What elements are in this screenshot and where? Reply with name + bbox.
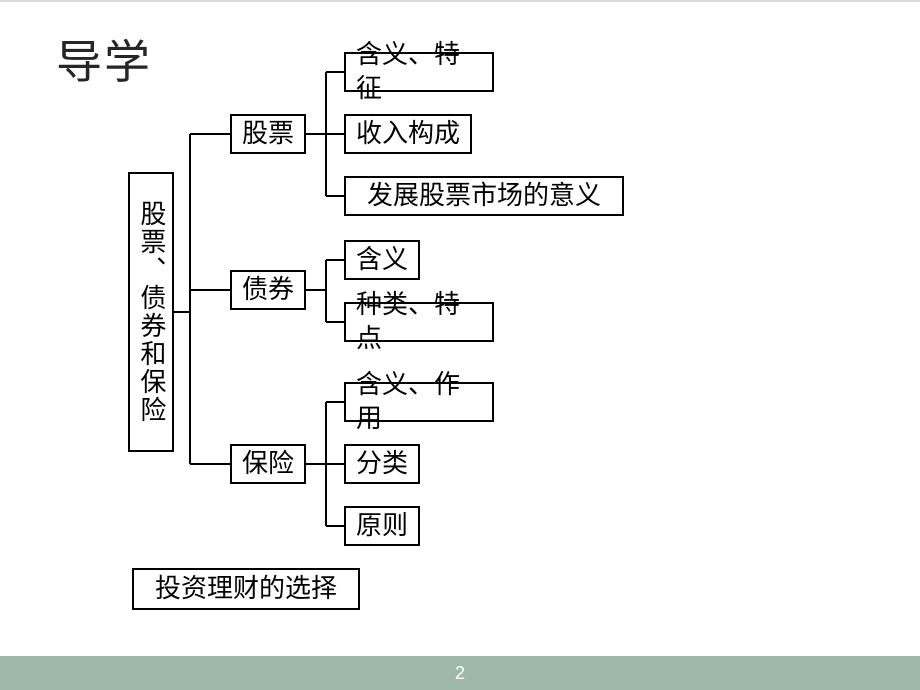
footer-bar: 2	[0, 656, 920, 690]
leaf-node: 发展股票市场的意义	[344, 176, 624, 216]
leaf-node: 收入构成	[344, 114, 472, 154]
leaf-node: 含义、特征	[344, 52, 494, 92]
slide: 导学 股票、债券和保险 股票债券保险 含义、特征收入构成发展股票市场的意义含义种类、…	[0, 0, 920, 690]
leaf-node: 原则	[344, 506, 420, 546]
page-title: 导学	[56, 26, 152, 92]
standalone-node: 投资理财的选择	[132, 568, 360, 610]
leaf-node: 含义	[344, 240, 420, 280]
mid-node: 债券	[230, 270, 306, 310]
leaf-node: 含义、作用	[344, 382, 494, 422]
page-number: 2	[455, 663, 465, 684]
root-node: 股票、债券和保险	[128, 172, 174, 452]
leaf-node: 分类	[344, 444, 420, 484]
leaf-node: 种类、特点	[344, 302, 494, 342]
mid-node: 保险	[230, 444, 306, 484]
mid-node: 股票	[230, 114, 306, 154]
